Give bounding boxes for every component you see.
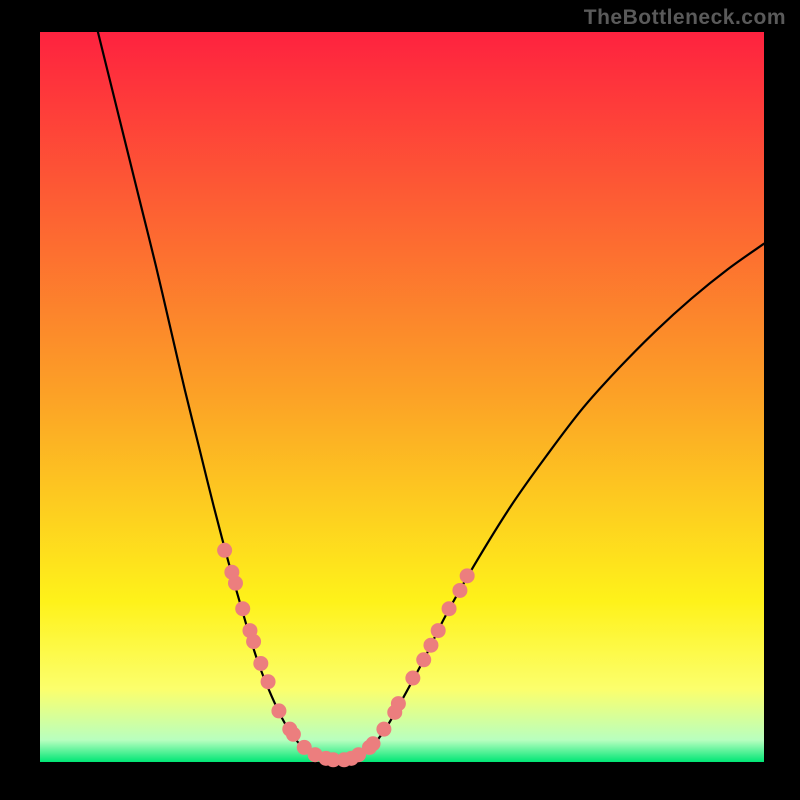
watermark-text: TheBottleneck.com (584, 6, 786, 30)
gradient-background (40, 32, 764, 762)
chart-container: TheBottleneck.com (0, 0, 800, 800)
